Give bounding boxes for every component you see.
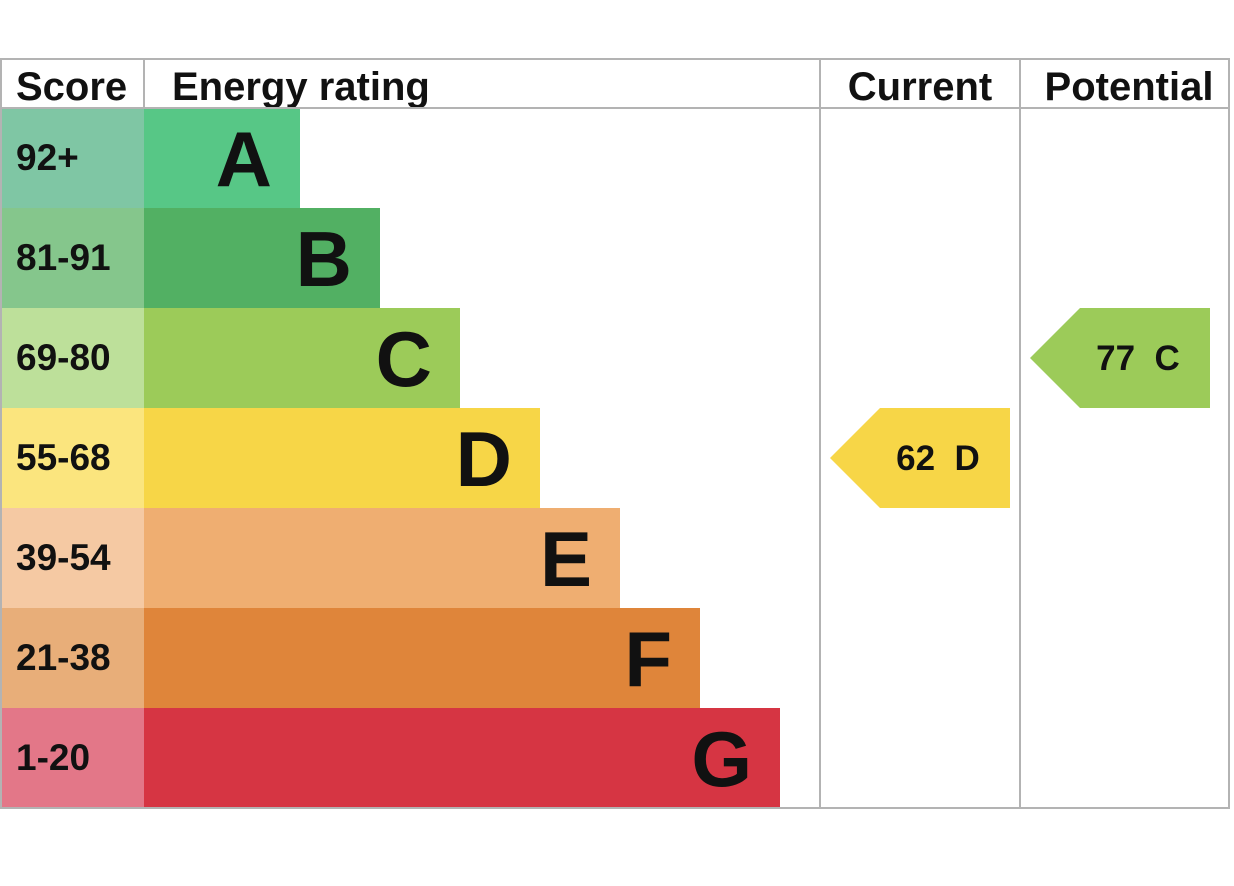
band-letter-f: F bbox=[624, 615, 672, 703]
band-letter-a: A bbox=[216, 115, 272, 203]
header-potential: Potential bbox=[1045, 65, 1214, 109]
header-energy-rating: Energy rating bbox=[172, 65, 430, 109]
band-bar-c bbox=[144, 308, 460, 408]
band-bar-b bbox=[144, 208, 380, 308]
potential-rating-pointer-label: 77 C bbox=[1096, 339, 1180, 378]
score-cell-f bbox=[0, 608, 144, 708]
table-grid bbox=[0, 58, 1230, 809]
band-letter-d: D bbox=[456, 415, 512, 503]
score-cell-g bbox=[0, 708, 144, 808]
score-cell-d bbox=[0, 408, 144, 508]
band-letter-e: E bbox=[540, 515, 592, 603]
header-score: Score bbox=[16, 65, 127, 109]
score-range-b: 81-91 bbox=[16, 237, 111, 278]
score-range-d: 55-68 bbox=[16, 437, 111, 478]
band-bar-a bbox=[144, 108, 300, 208]
band-bar-d bbox=[144, 408, 540, 508]
score-range-a: 92+ bbox=[16, 137, 79, 178]
band-letter-b: B bbox=[296, 215, 352, 303]
rating-pointers: 62 D 77 C bbox=[830, 308, 1210, 508]
current-rating-pointer bbox=[830, 408, 1010, 508]
score-range-c: 69-80 bbox=[16, 337, 111, 378]
band-letter-c: C bbox=[376, 315, 432, 403]
band-letter-g: G bbox=[691, 715, 752, 803]
header-current: Current bbox=[848, 65, 992, 109]
score-cell-c bbox=[0, 308, 144, 408]
score-range-g: 1-20 bbox=[16, 737, 90, 778]
band-bar-g bbox=[144, 708, 780, 808]
score-range-f: 21-38 bbox=[16, 637, 111, 678]
band-bar-e bbox=[144, 508, 620, 608]
score-range-e: 39-54 bbox=[16, 537, 111, 578]
band-bar-f bbox=[144, 608, 700, 708]
score-cell-e bbox=[0, 508, 144, 608]
rating-bands: 92+ A 81-91 B 69-80 C 55-68 D 39-54 E 21-38 F 1-20 G bbox=[0, 108, 780, 808]
score-cell-a bbox=[0, 108, 144, 208]
current-rating-pointer-label: 62 D bbox=[896, 439, 980, 478]
score-cell-b bbox=[0, 208, 144, 308]
potential-rating-pointer bbox=[1030, 308, 1210, 408]
